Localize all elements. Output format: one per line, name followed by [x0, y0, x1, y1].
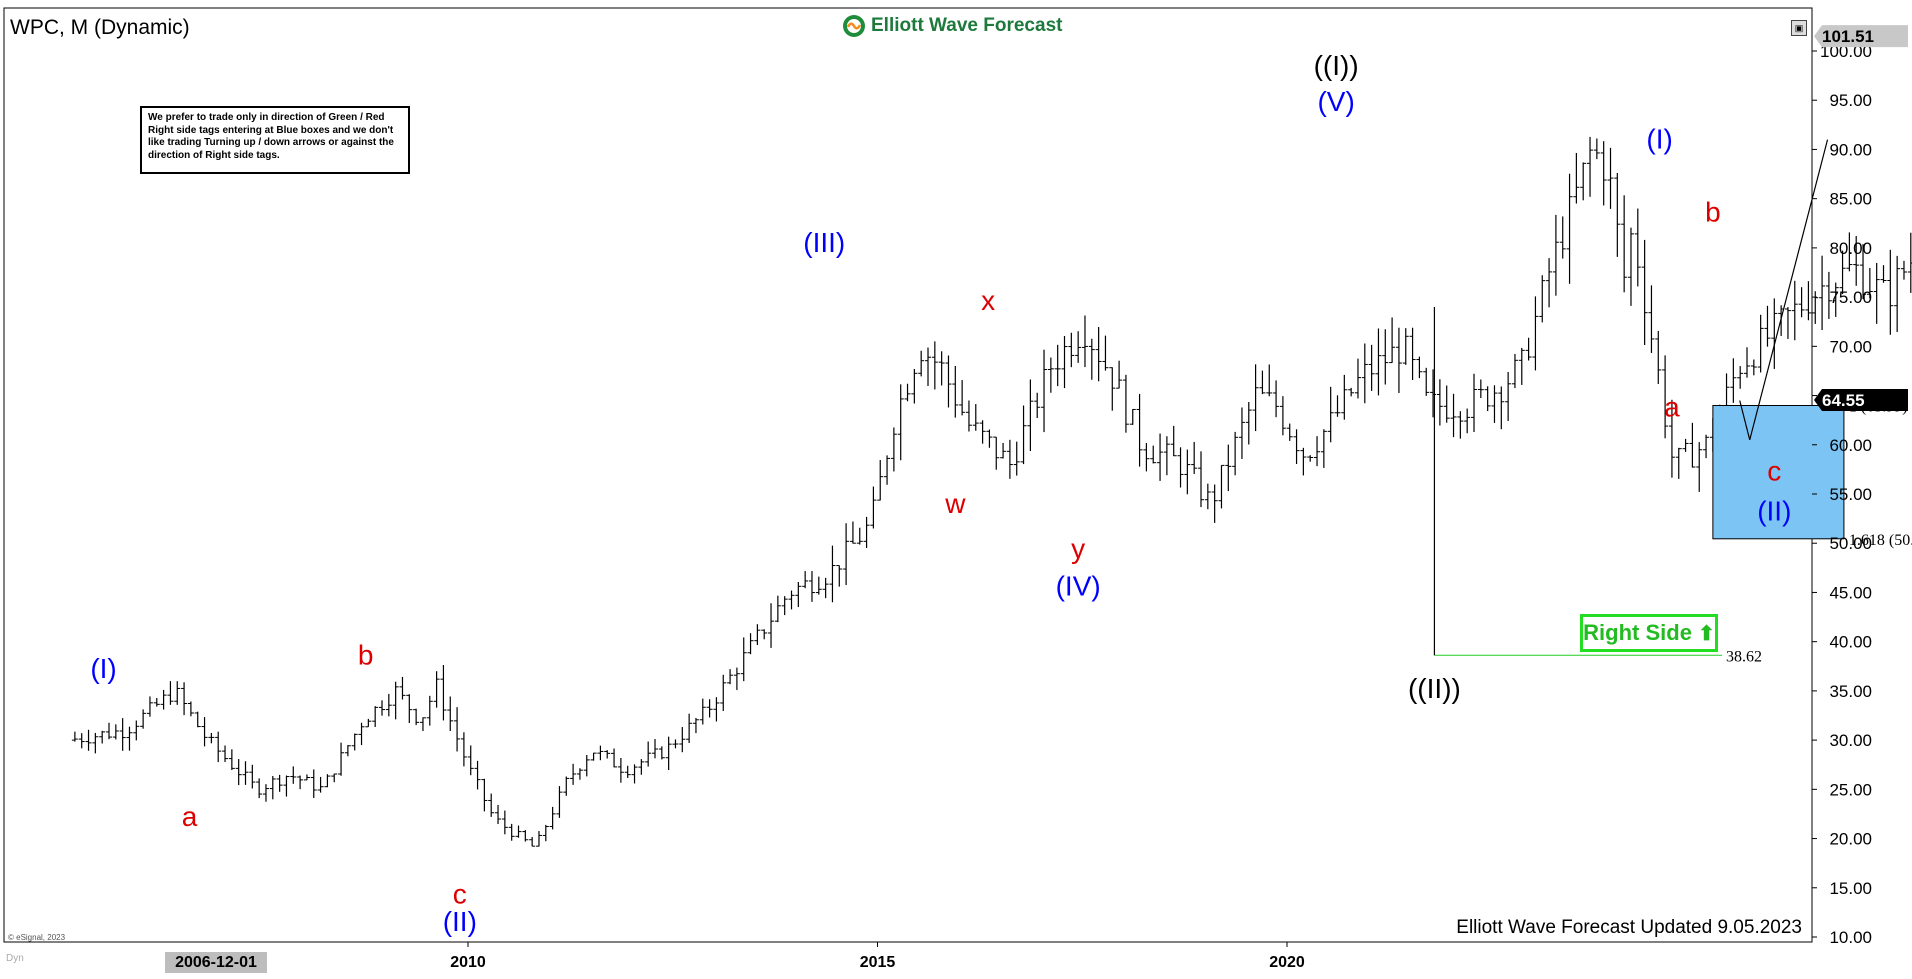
y-tick-label: 70.00 [1829, 337, 1872, 356]
date-badge: 2006-12-01 [165, 952, 267, 973]
wave-label: (I) [1646, 124, 1672, 155]
wave-label: (I) [90, 653, 116, 684]
footer-updated: Elliott Wave Forecast Updated 9.05.2023 [1456, 917, 1802, 938]
up-arrow-icon: ⬆ [1698, 623, 1715, 645]
wave-label: ((II)) [1408, 673, 1461, 704]
wave-label: (III) [803, 227, 845, 258]
y-tick-label: 35.00 [1829, 682, 1872, 701]
y-axis-ticks: 10.00 15.00 20.00 25.00 30.00 35.00 40.00 45.00… [1812, 25, 1908, 947]
y-tick-label: 10.00 [1829, 928, 1872, 947]
wave-label: b [358, 639, 374, 670]
logo-icon [843, 15, 865, 37]
y-tick-label: 15.00 [1829, 879, 1872, 898]
y-tick-label: 50.00 [1829, 534, 1872, 553]
y-tick-label: 60.00 [1829, 436, 1872, 455]
price-tag-label: 64.55 [1822, 391, 1865, 410]
wave-label: b [1705, 196, 1721, 227]
right-side-tag: Right Side ⬆ [1580, 614, 1718, 652]
x-axis-ticks: 2010 2015 2020 [4, 941, 1812, 971]
y-tick-label: 40.00 [1829, 633, 1872, 652]
y-tick-label: 45.00 [1829, 583, 1872, 602]
brand-name: Elliott Wave Forecast [871, 15, 1063, 36]
x-tick-label: 2015 [860, 954, 896, 971]
y-tick-label: 90.00 [1829, 140, 1872, 159]
wave-label: a [1664, 391, 1680, 422]
wave-label: (IV) [1056, 571, 1101, 602]
price-tag-box [1814, 25, 1908, 48]
x-tick-label: 2010 [450, 954, 486, 971]
y-tick-label: 80.00 [1829, 239, 1872, 258]
x-tick-label: 2020 [1269, 954, 1305, 971]
price-tag-box [1814, 388, 1908, 411]
support-label: 38.62 [1726, 648, 1762, 665]
brand-logo: Elliott Wave Forecast [842, 12, 1062, 40]
fib-label: 1.618 (50.45) [1849, 532, 1912, 549]
wave-labels: (I)abc(II)(III)wxy(IV)((I))(V)((II))(I)a… [90, 50, 1791, 937]
price-tag-label: 101.51 [1822, 27, 1874, 46]
price-bars [71, 136, 1912, 847]
wave-label: x [981, 285, 995, 316]
wave-label: ((I)) [1314, 50, 1359, 81]
wave-label: y [1071, 533, 1085, 564]
wave-label: c [453, 879, 467, 910]
y-tick-label: 25.00 [1829, 780, 1872, 799]
y-tick-label: 95.00 [1829, 91, 1872, 110]
wave-label: w [944, 488, 966, 519]
wave-label: (II) [1757, 496, 1791, 527]
right-side-label: Right Side [1583, 620, 1692, 645]
esignal-copyright: © eSignal, 2023 [8, 933, 66, 942]
blue-box [1712, 404, 1845, 540]
y-tick-label: 20.00 [1829, 830, 1872, 849]
y-tick-label: 30.00 [1829, 731, 1872, 750]
chart-title: WPC, M (Dynamic) [10, 16, 190, 39]
maximize-icon[interactable]: ▣ [1791, 20, 1807, 36]
dyn-label: Dyn [6, 953, 24, 964]
y-tick-label: 75.00 [1829, 288, 1872, 307]
projection-leg [1739, 400, 1751, 441]
trading-note: We prefer to trade only in direction of … [140, 106, 410, 174]
wave-label: c [1767, 455, 1781, 486]
projection-line [1749, 139, 1829, 441]
y-tick-label: 85.00 [1829, 190, 1872, 209]
wave-label: a [182, 801, 198, 832]
y-tick-label: 55.00 [1829, 485, 1872, 504]
wave-label: (V) [1317, 86, 1354, 117]
wave-label: (II) [443, 906, 477, 937]
